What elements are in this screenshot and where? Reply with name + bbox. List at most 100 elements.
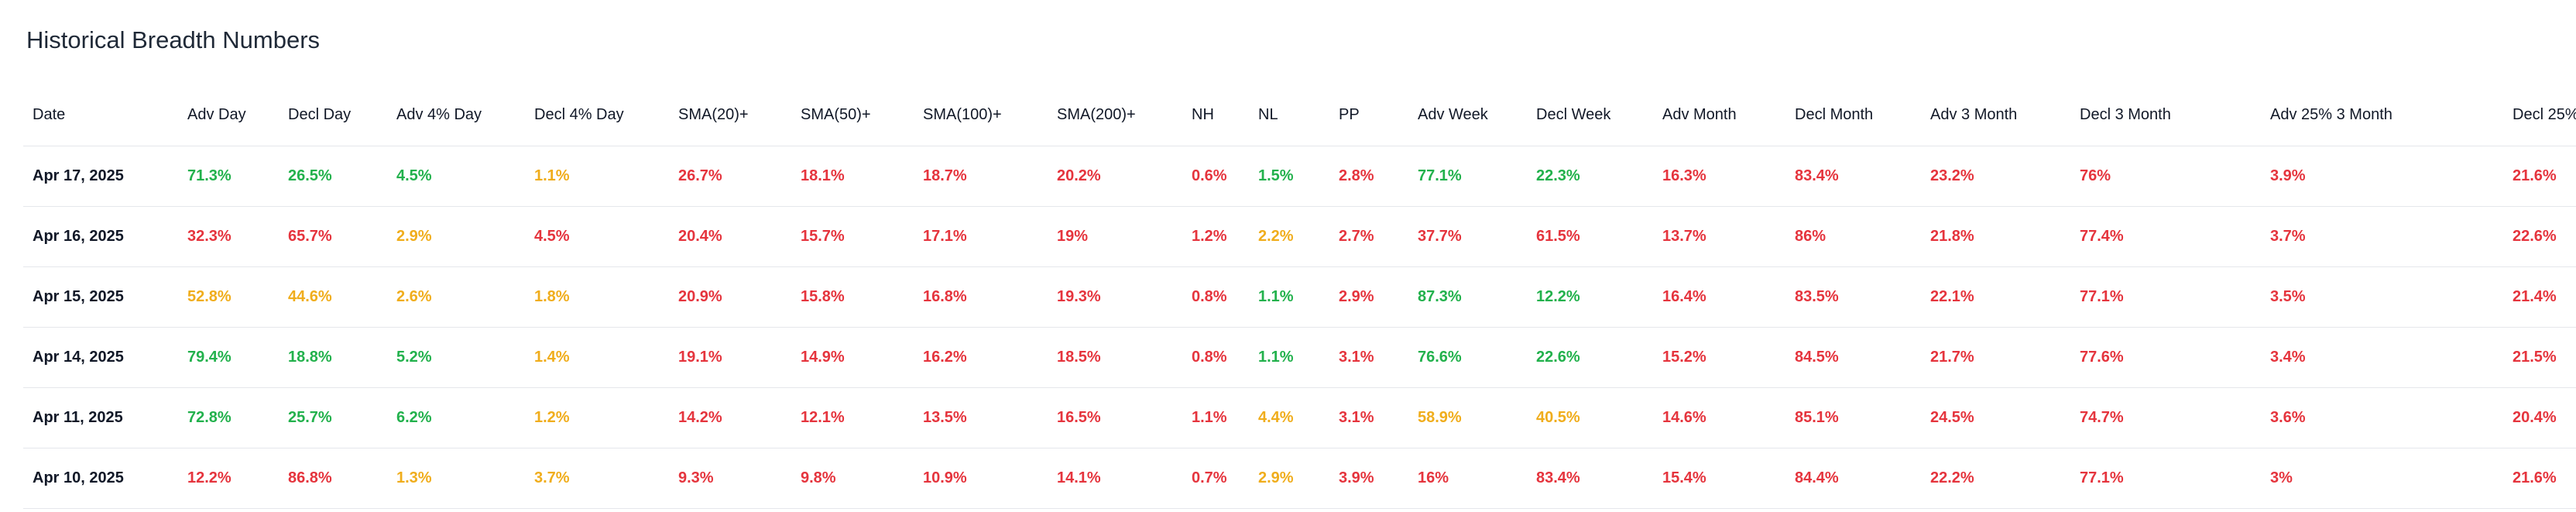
column-header-date[interactable]: Date [23, 84, 178, 146]
column-header-decl-25pct-3-month[interactable]: Decl 25% 3 Month [2503, 84, 2576, 146]
cell-adv-25pct-3-month: 3% [2261, 448, 2503, 509]
date-cell: Apr 17, 2025 [23, 146, 178, 207]
cell-adv-3-month: 22.1% [1921, 266, 2070, 328]
cell-decl-3-month: 74.7% [2070, 387, 2261, 448]
cell-sma-50: 15.8% [791, 266, 914, 328]
cell-nh: 0.8% [1182, 266, 1249, 328]
column-header-nh[interactable]: NH [1182, 84, 1249, 146]
column-header-decl-week[interactable]: Decl Week [1527, 84, 1653, 146]
cell-adv-month: 13.7% [1653, 206, 1785, 267]
cell-adv-day: 79.4% [178, 327, 279, 388]
cell-sma-20: 26.7% [669, 146, 791, 207]
cell-decl-month: 84.4% [1785, 448, 1921, 509]
cell-decl-day: 65.7% [279, 206, 387, 267]
cell-decl-month: 85.1% [1785, 387, 1921, 448]
cell-decl-week: 83.4% [1527, 448, 1653, 509]
column-header-adv-day[interactable]: Adv Day [178, 84, 279, 146]
date-cell: Apr 10, 2025 [23, 448, 178, 509]
column-header-decl-3-month[interactable]: Decl 3 Month [2070, 84, 2261, 146]
cell-decl-4pct-day: 3.7% [525, 448, 669, 509]
cell-pp: 2.7% [1329, 206, 1408, 267]
cell-sma-100: 13.5% [914, 387, 1048, 448]
cell-decl-4pct-day: 4.5% [525, 206, 669, 267]
cell-sma-50: 14.9% [791, 327, 914, 388]
cell-sma-200: 19.3% [1048, 266, 1182, 328]
column-header-nl[interactable]: NL [1249, 84, 1329, 146]
cell-adv-4pct-day: 5.2% [387, 327, 525, 388]
cell-decl-month: 83.5% [1785, 266, 1921, 328]
column-header-sma-20[interactable]: SMA(20)+ [669, 84, 791, 146]
cell-sma-100: 10.9% [914, 448, 1048, 509]
cell-sma-200: 16.5% [1048, 387, 1182, 448]
cell-sma-200: 18.5% [1048, 327, 1182, 388]
cell-decl-25pct-3-month: 21.5% [2503, 327, 2576, 388]
cell-nh: 0.8% [1182, 327, 1249, 388]
cell-adv-3-month: 22.2% [1921, 448, 2070, 509]
cell-decl-day: 26.5% [279, 146, 387, 207]
cell-sma-20: 20.4% [669, 206, 791, 267]
table-header-row: Date Adv Day Decl Day Adv 4% Day Decl 4% Day… [23, 84, 2576, 146]
cell-sma-100: 16.8% [914, 266, 1048, 328]
date-cell: Apr 15, 2025 [23, 266, 178, 328]
cell-decl-week: 61.5% [1527, 206, 1653, 267]
cell-decl-3-month: 77.1% [2070, 448, 2261, 509]
cell-sma-50: 18.1% [791, 146, 914, 207]
cell-decl-month: 84.5% [1785, 327, 1921, 388]
cell-adv-day: 72.8% [178, 387, 279, 448]
column-header-sma-50[interactable]: SMA(50)+ [791, 84, 914, 146]
cell-adv-day: 71.3% [178, 146, 279, 207]
date-cell: Apr 16, 2025 [23, 206, 178, 267]
cell-decl-3-month: 77.4% [2070, 206, 2261, 267]
cell-decl-day: 44.6% [279, 266, 387, 328]
date-cell: Apr 14, 2025 [23, 327, 178, 388]
cell-sma-50: 9.8% [791, 448, 914, 509]
column-header-adv-week[interactable]: Adv Week [1408, 84, 1527, 146]
cell-decl-month: 83.4% [1785, 146, 1921, 207]
cell-decl-25pct-3-month: 21.6% [2503, 146, 2576, 207]
cell-sma-100: 17.1% [914, 206, 1048, 267]
table-row: Apr 10, 2025 12.2% 86.8% 1.3% 3.7% 9.3% 9.8% 10… [23, 448, 2576, 509]
cell-sma-20: 19.1% [669, 327, 791, 388]
breadth-table: Date Adv Day Decl Day Adv 4% Day Decl 4% Day… [23, 84, 2576, 509]
cell-adv-day: 52.8% [178, 266, 279, 328]
cell-nh: 0.6% [1182, 146, 1249, 207]
cell-adv-month: 14.6% [1653, 387, 1785, 448]
cell-pp: 3.1% [1329, 327, 1408, 388]
table-row: Apr 16, 2025 32.3% 65.7% 2.9% 4.5% 20.4% 15.7%… [23, 206, 2576, 267]
cell-sma-20: 9.3% [669, 448, 791, 509]
cell-nh: 1.1% [1182, 387, 1249, 448]
cell-adv-25pct-3-month: 3.6% [2261, 387, 2503, 448]
cell-decl-4pct-day: 1.2% [525, 387, 669, 448]
column-header-decl-month[interactable]: Decl Month [1785, 84, 1921, 146]
cell-decl-week: 12.2% [1527, 266, 1653, 328]
column-header-sma-100[interactable]: SMA(100)+ [914, 84, 1048, 146]
cell-sma-100: 16.2% [914, 327, 1048, 388]
cell-decl-25pct-3-month: 21.4% [2503, 266, 2576, 328]
column-header-adv-4pct-day[interactable]: Adv 4% Day [387, 84, 525, 146]
cell-adv-4pct-day: 6.2% [387, 387, 525, 448]
cell-sma-50: 15.7% [791, 206, 914, 267]
cell-adv-week: 16% [1408, 448, 1527, 509]
column-header-decl-4pct-day[interactable]: Decl 4% Day [525, 84, 669, 146]
cell-decl-3-month: 76% [2070, 146, 2261, 207]
cell-adv-3-month: 23.2% [1921, 146, 2070, 207]
column-header-adv-3-month[interactable]: Adv 3 Month [1921, 84, 2070, 146]
column-header-pp[interactable]: PP [1329, 84, 1408, 146]
cell-adv-week: 76.6% [1408, 327, 1527, 388]
cell-adv-4pct-day: 2.6% [387, 266, 525, 328]
column-header-adv-25pct-3-month[interactable]: Adv 25% 3 Month [2261, 84, 2503, 146]
column-header-adv-month[interactable]: Adv Month [1653, 84, 1785, 146]
column-header-sma-200[interactable]: SMA(200)+ [1048, 84, 1182, 146]
cell-decl-3-month: 77.6% [2070, 327, 2261, 388]
column-header-decl-day[interactable]: Decl Day [279, 84, 387, 146]
page-title: Historical Breadth Numbers [26, 26, 321, 53]
cell-pp: 2.8% [1329, 146, 1408, 207]
cell-sma-100: 18.7% [914, 146, 1048, 207]
table-row: Apr 17, 2025 71.3% 26.5% 4.5% 1.1% 26.7% 18.1%… [23, 146, 2576, 207]
cell-sma-200: 14.1% [1048, 448, 1182, 509]
cell-pp: 3.1% [1329, 387, 1408, 448]
cell-sma-50: 12.1% [791, 387, 914, 448]
cell-decl-4pct-day: 1.4% [525, 327, 669, 388]
table-row: Apr 14, 2025 79.4% 18.8% 5.2% 1.4% 19.1% 14.9%… [23, 327, 2576, 388]
cell-adv-4pct-day: 1.3% [387, 448, 525, 509]
